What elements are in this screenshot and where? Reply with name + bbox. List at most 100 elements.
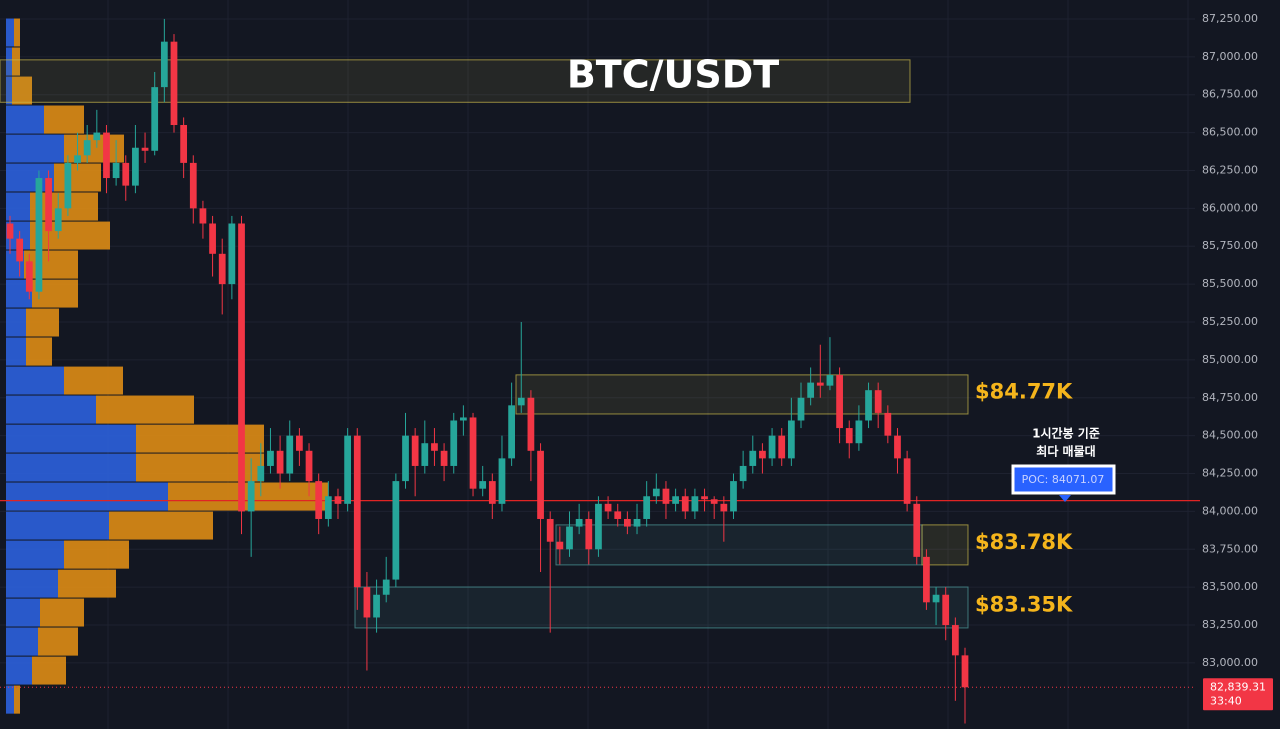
poc-label: POC: 84071.07 <box>1022 473 1105 486</box>
candle-body <box>710 499 718 504</box>
profile-sell-bar <box>58 569 116 598</box>
chart-title: BTC/USDT <box>567 53 779 97</box>
profile-buy-bar <box>6 685 14 714</box>
y-tick-label: 85,750.00 <box>1202 239 1258 252</box>
profile-buy-bar <box>6 540 64 569</box>
candle-body <box>411 435 419 466</box>
profile-sell-bar <box>26 308 59 337</box>
y-tick-label: 85,250.00 <box>1202 315 1258 328</box>
y-tick-label: 86,250.00 <box>1202 163 1258 176</box>
profile-sell-bar <box>30 221 110 250</box>
candle-body <box>16 238 24 262</box>
y-tick-label: 84,500.00 <box>1202 429 1258 442</box>
last-price-label: 82,839.31 <box>1210 680 1266 693</box>
zone-label: $83.35K <box>975 592 1073 616</box>
profile-buy-bar <box>6 598 40 627</box>
profile-sell-bar <box>64 366 123 395</box>
candle-body <box>701 496 708 500</box>
candle-body <box>450 420 458 466</box>
candle-body <box>25 261 33 292</box>
y-tick-label: 83,000.00 <box>1202 656 1258 669</box>
candle-body <box>730 481 737 512</box>
candle-body <box>961 655 969 688</box>
candle-body <box>488 481 496 504</box>
candle-body <box>382 579 390 595</box>
candle-body <box>633 518 641 527</box>
zone <box>515 374 969 415</box>
candle-body <box>595 503 602 550</box>
candle-body <box>884 412 892 436</box>
price-axis <box>1195 0 1280 729</box>
candle-body <box>787 420 795 459</box>
candle-body <box>623 518 631 527</box>
profile-buy-bar <box>6 366 64 395</box>
candle-body <box>585 518 593 550</box>
profile-buy-bar <box>6 76 12 105</box>
candle-body <box>768 435 776 459</box>
candle-body <box>103 132 110 179</box>
candle-body <box>440 450 448 466</box>
candle-body <box>527 397 535 451</box>
candle-body <box>498 458 506 504</box>
y-tick-label: 87,250.00 <box>1202 12 1258 25</box>
poc-pointer <box>1059 495 1071 502</box>
profile-buy-bar <box>6 453 136 482</box>
candle-body <box>614 511 622 519</box>
y-tick-label: 86,500.00 <box>1202 126 1258 139</box>
candle-body <box>479 481 487 489</box>
profile-buy-bar <box>6 192 30 221</box>
candle-body <box>469 417 477 489</box>
candle-body <box>54 208 62 232</box>
candle-body <box>35 178 43 292</box>
poc-label-box <box>1011 464 1116 495</box>
candle-body <box>45 178 52 232</box>
candle-body <box>845 428 853 444</box>
profile-buy-bar <box>6 656 32 685</box>
candle-body <box>778 435 786 459</box>
candle-body <box>903 458 911 504</box>
candle-body <box>228 223 236 285</box>
candle-body <box>923 556 930 603</box>
candle-body <box>122 162 130 186</box>
candle-body <box>334 496 342 504</box>
profile-sell-bar <box>109 511 213 540</box>
candle-body <box>402 435 409 482</box>
candle-body <box>816 382 824 386</box>
profile-buy-bar <box>6 134 64 163</box>
profile-buy-bar <box>6 18 14 47</box>
candle-body <box>556 541 564 550</box>
candle-body <box>874 390 882 413</box>
zone-label: $84.77K <box>975 379 1073 403</box>
candle-body <box>681 496 689 512</box>
candle-body <box>421 443 429 466</box>
candle-body <box>267 450 274 466</box>
candle-body <box>460 417 467 421</box>
candle-body <box>344 435 352 504</box>
candle-body <box>643 496 651 519</box>
candle-body <box>720 503 728 512</box>
candle-body <box>517 397 525 406</box>
profile-sell-bar <box>24 250 78 279</box>
candle-body <box>865 390 872 421</box>
candle-body <box>218 253 226 285</box>
candle-body <box>508 405 515 459</box>
y-tick-label: 83,750.00 <box>1202 542 1258 555</box>
profile-buy-bar <box>6 511 109 540</box>
candle-body <box>286 435 294 474</box>
y-tick-label: 85,500.00 <box>1202 277 1258 290</box>
candle-body <box>238 223 245 512</box>
y-tick-label: 86,000.00 <box>1202 201 1258 214</box>
profile-sell-bar <box>14 18 20 47</box>
candle-body <box>170 41 178 126</box>
candle-body <box>566 526 573 550</box>
candle-body <box>296 435 303 451</box>
y-tick-label: 84,750.00 <box>1202 391 1258 404</box>
profile-buy-bar <box>6 627 38 656</box>
candle-body <box>132 147 139 186</box>
profile-sell-bar <box>26 337 52 366</box>
zone <box>555 524 923 566</box>
zone <box>354 586 969 629</box>
profile-sell-bar <box>64 540 129 569</box>
candle-body <box>276 450 284 474</box>
